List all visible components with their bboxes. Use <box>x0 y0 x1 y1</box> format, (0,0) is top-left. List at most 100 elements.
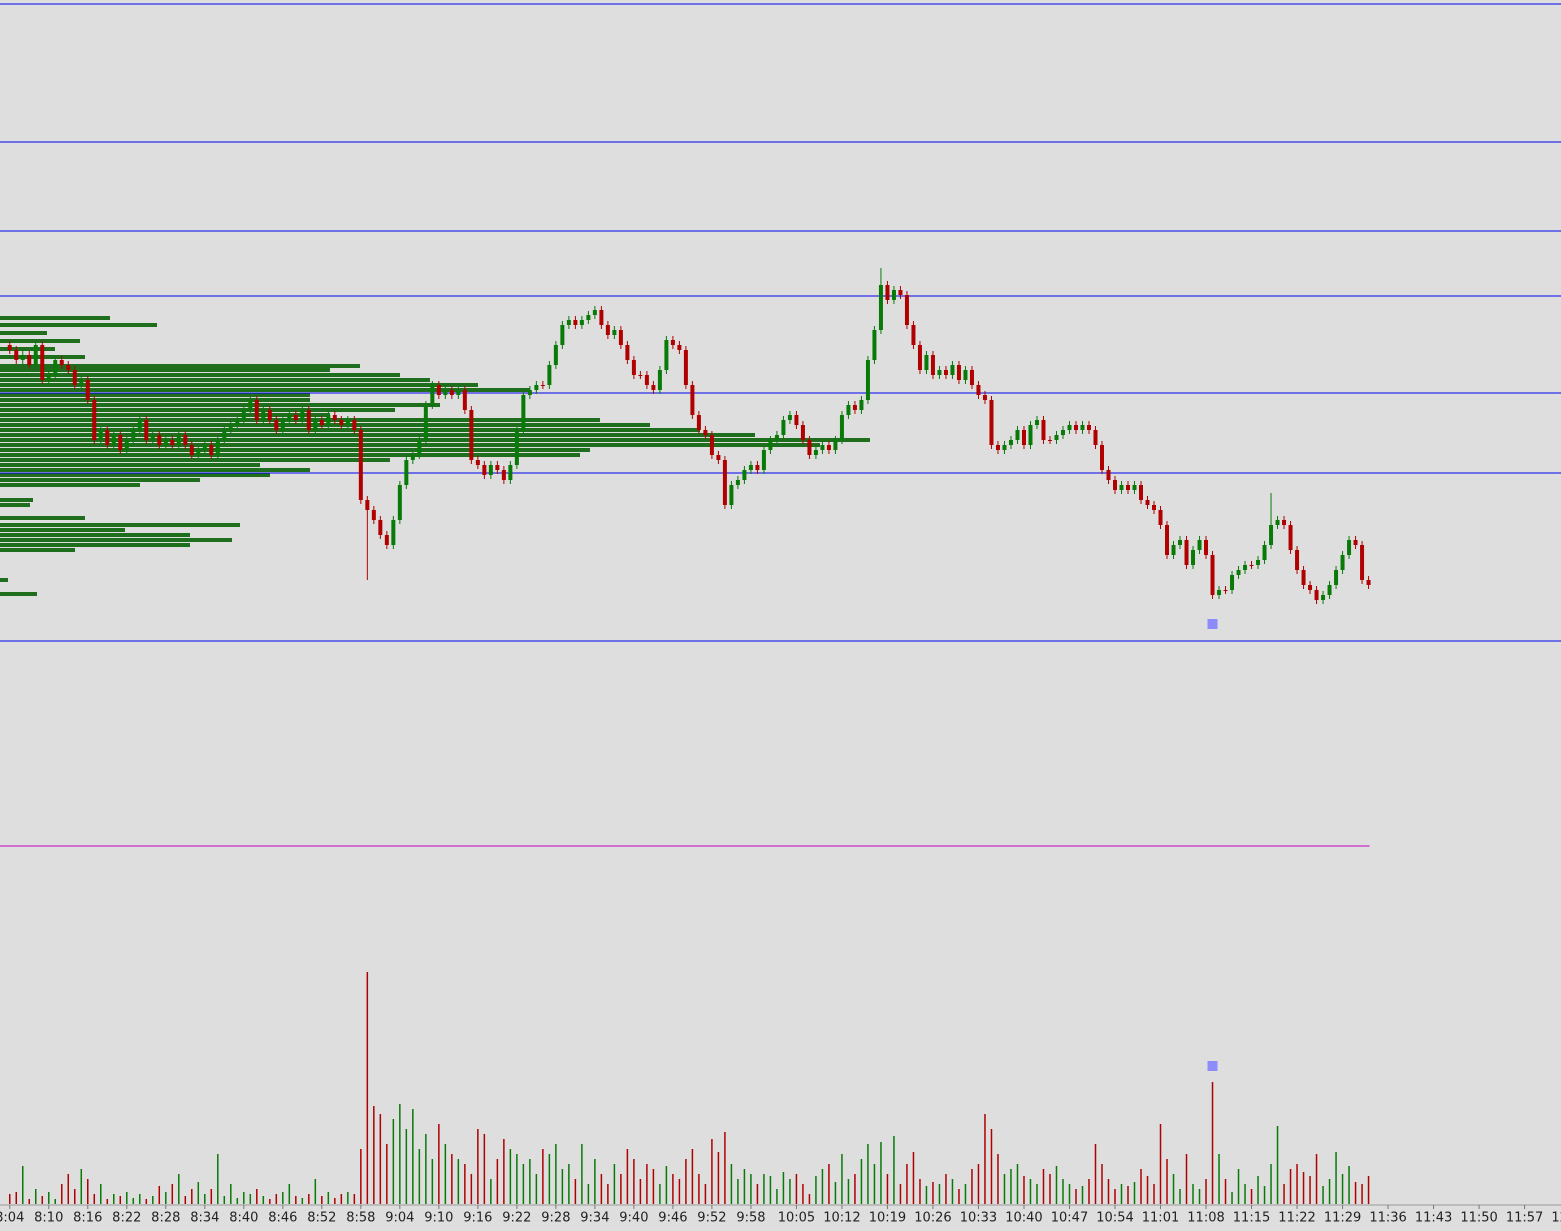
volume-bar <box>568 1164 570 1204</box>
candle-body <box>339 420 344 425</box>
candle-body <box>397 485 402 520</box>
candle-body <box>826 445 831 450</box>
volume-bar <box>314 1179 317 1204</box>
volume-bar <box>399 1104 401 1204</box>
volume-bar <box>464 1164 466 1204</box>
x-tick-label: 10:05 <box>778 1211 815 1226</box>
candle-body <box>956 365 961 380</box>
volume-bar <box>711 1139 713 1204</box>
x-tick-label: 11:43 <box>1415 1211 1452 1226</box>
x-tick-label: 10:47 <box>1051 1211 1088 1226</box>
x-tick-label: 9:16 <box>463 1211 492 1226</box>
candle-body <box>150 435 155 440</box>
candle-body <box>183 435 188 445</box>
candle-body <box>1282 520 1287 525</box>
candle-body <box>111 435 116 445</box>
volume-bar <box>704 1184 707 1204</box>
volume-bar <box>951 1179 954 1204</box>
volume-bar <box>516 1154 518 1204</box>
candle-body <box>261 410 266 420</box>
volume-bar <box>217 1154 219 1204</box>
volume-bar <box>945 1174 947 1204</box>
volume-bar <box>503 1139 505 1204</box>
volume-bar <box>210 1189 213 1204</box>
volume-bar <box>1146 1176 1149 1204</box>
candle-body <box>521 395 526 430</box>
candle-body <box>787 415 792 420</box>
volume-bar <box>1218 1154 1220 1204</box>
candle-body <box>774 435 779 440</box>
candle-body <box>917 345 922 370</box>
candle-body <box>196 450 201 455</box>
candle-body <box>410 455 415 460</box>
volume-bar <box>1263 1186 1266 1204</box>
candle-body <box>579 320 584 325</box>
volume-bar <box>1244 1184 1246 1204</box>
volume-bar <box>756 1184 759 1204</box>
profile-bar <box>0 364 360 368</box>
volume-bar <box>100 1184 102 1204</box>
volume-bar <box>782 1172 785 1204</box>
volume-bar <box>743 1169 746 1204</box>
x-tick-label: 8:46 <box>268 1211 297 1226</box>
volume-bar <box>1270 1164 1272 1204</box>
candle-body <box>865 360 870 400</box>
volume-bar <box>652 1169 655 1204</box>
candle-body <box>1034 420 1039 425</box>
candle-body <box>248 400 253 410</box>
volume-bar <box>633 1159 635 1204</box>
candle-body <box>833 440 838 450</box>
candle-body <box>1158 510 1163 525</box>
marker <box>1207 1061 1218 1071</box>
candle-body <box>761 450 766 470</box>
volume-bar <box>1068 1184 1071 1204</box>
volume-bar <box>1010 1169 1012 1204</box>
candle-body <box>1360 545 1365 580</box>
volume-bar <box>1367 1176 1370 1204</box>
volume-bar <box>997 1154 999 1204</box>
volume-bar <box>295 1196 297 1204</box>
volume-bar <box>87 1179 89 1204</box>
volume-bar <box>763 1174 765 1204</box>
volume-bar <box>457 1159 460 1204</box>
volume-bar <box>1237 1169 1240 1204</box>
volume-bar <box>925 1186 928 1204</box>
candle-body <box>859 400 864 410</box>
volume-bar <box>600 1174 603 1204</box>
volume-bar <box>197 1182 200 1204</box>
candle-body <box>1152 505 1157 510</box>
volume-bar <box>165 1192 167 1204</box>
candle-body <box>605 325 610 335</box>
marker <box>1207 619 1218 629</box>
x-tick-label: 9:34 <box>580 1211 609 1226</box>
candle-body <box>729 485 734 505</box>
candle-body <box>514 430 519 465</box>
volume-bar <box>581 1144 583 1204</box>
candle-body <box>92 400 97 440</box>
volume-bar <box>1029 1179 1032 1204</box>
profile-bar <box>0 393 310 397</box>
candle-body <box>1230 575 1235 590</box>
candle-body <box>638 375 643 376</box>
candle-body <box>170 440 175 445</box>
candle-body <box>540 385 545 386</box>
candle-body <box>696 415 701 430</box>
profile-bar <box>0 388 530 392</box>
profile-bar <box>0 463 260 467</box>
candle-body <box>703 430 708 435</box>
candle-body <box>352 420 357 430</box>
profile-bar <box>0 548 75 552</box>
candle-body <box>625 345 630 360</box>
x-tick-label: 11:36 <box>1369 1211 1406 1226</box>
candle-body <box>839 415 844 440</box>
volume-bar <box>1257 1176 1259 1204</box>
volume-bar <box>1107 1179 1110 1204</box>
profile-bar <box>0 498 33 502</box>
volume-bar <box>561 1169 564 1204</box>
candle-body <box>1334 570 1339 585</box>
candle-body <box>1165 525 1170 555</box>
profile-bar <box>0 503 30 507</box>
candle-body <box>14 350 19 360</box>
x-tick-label: 11:01 <box>1142 1211 1179 1226</box>
candle-body <box>66 365 71 370</box>
